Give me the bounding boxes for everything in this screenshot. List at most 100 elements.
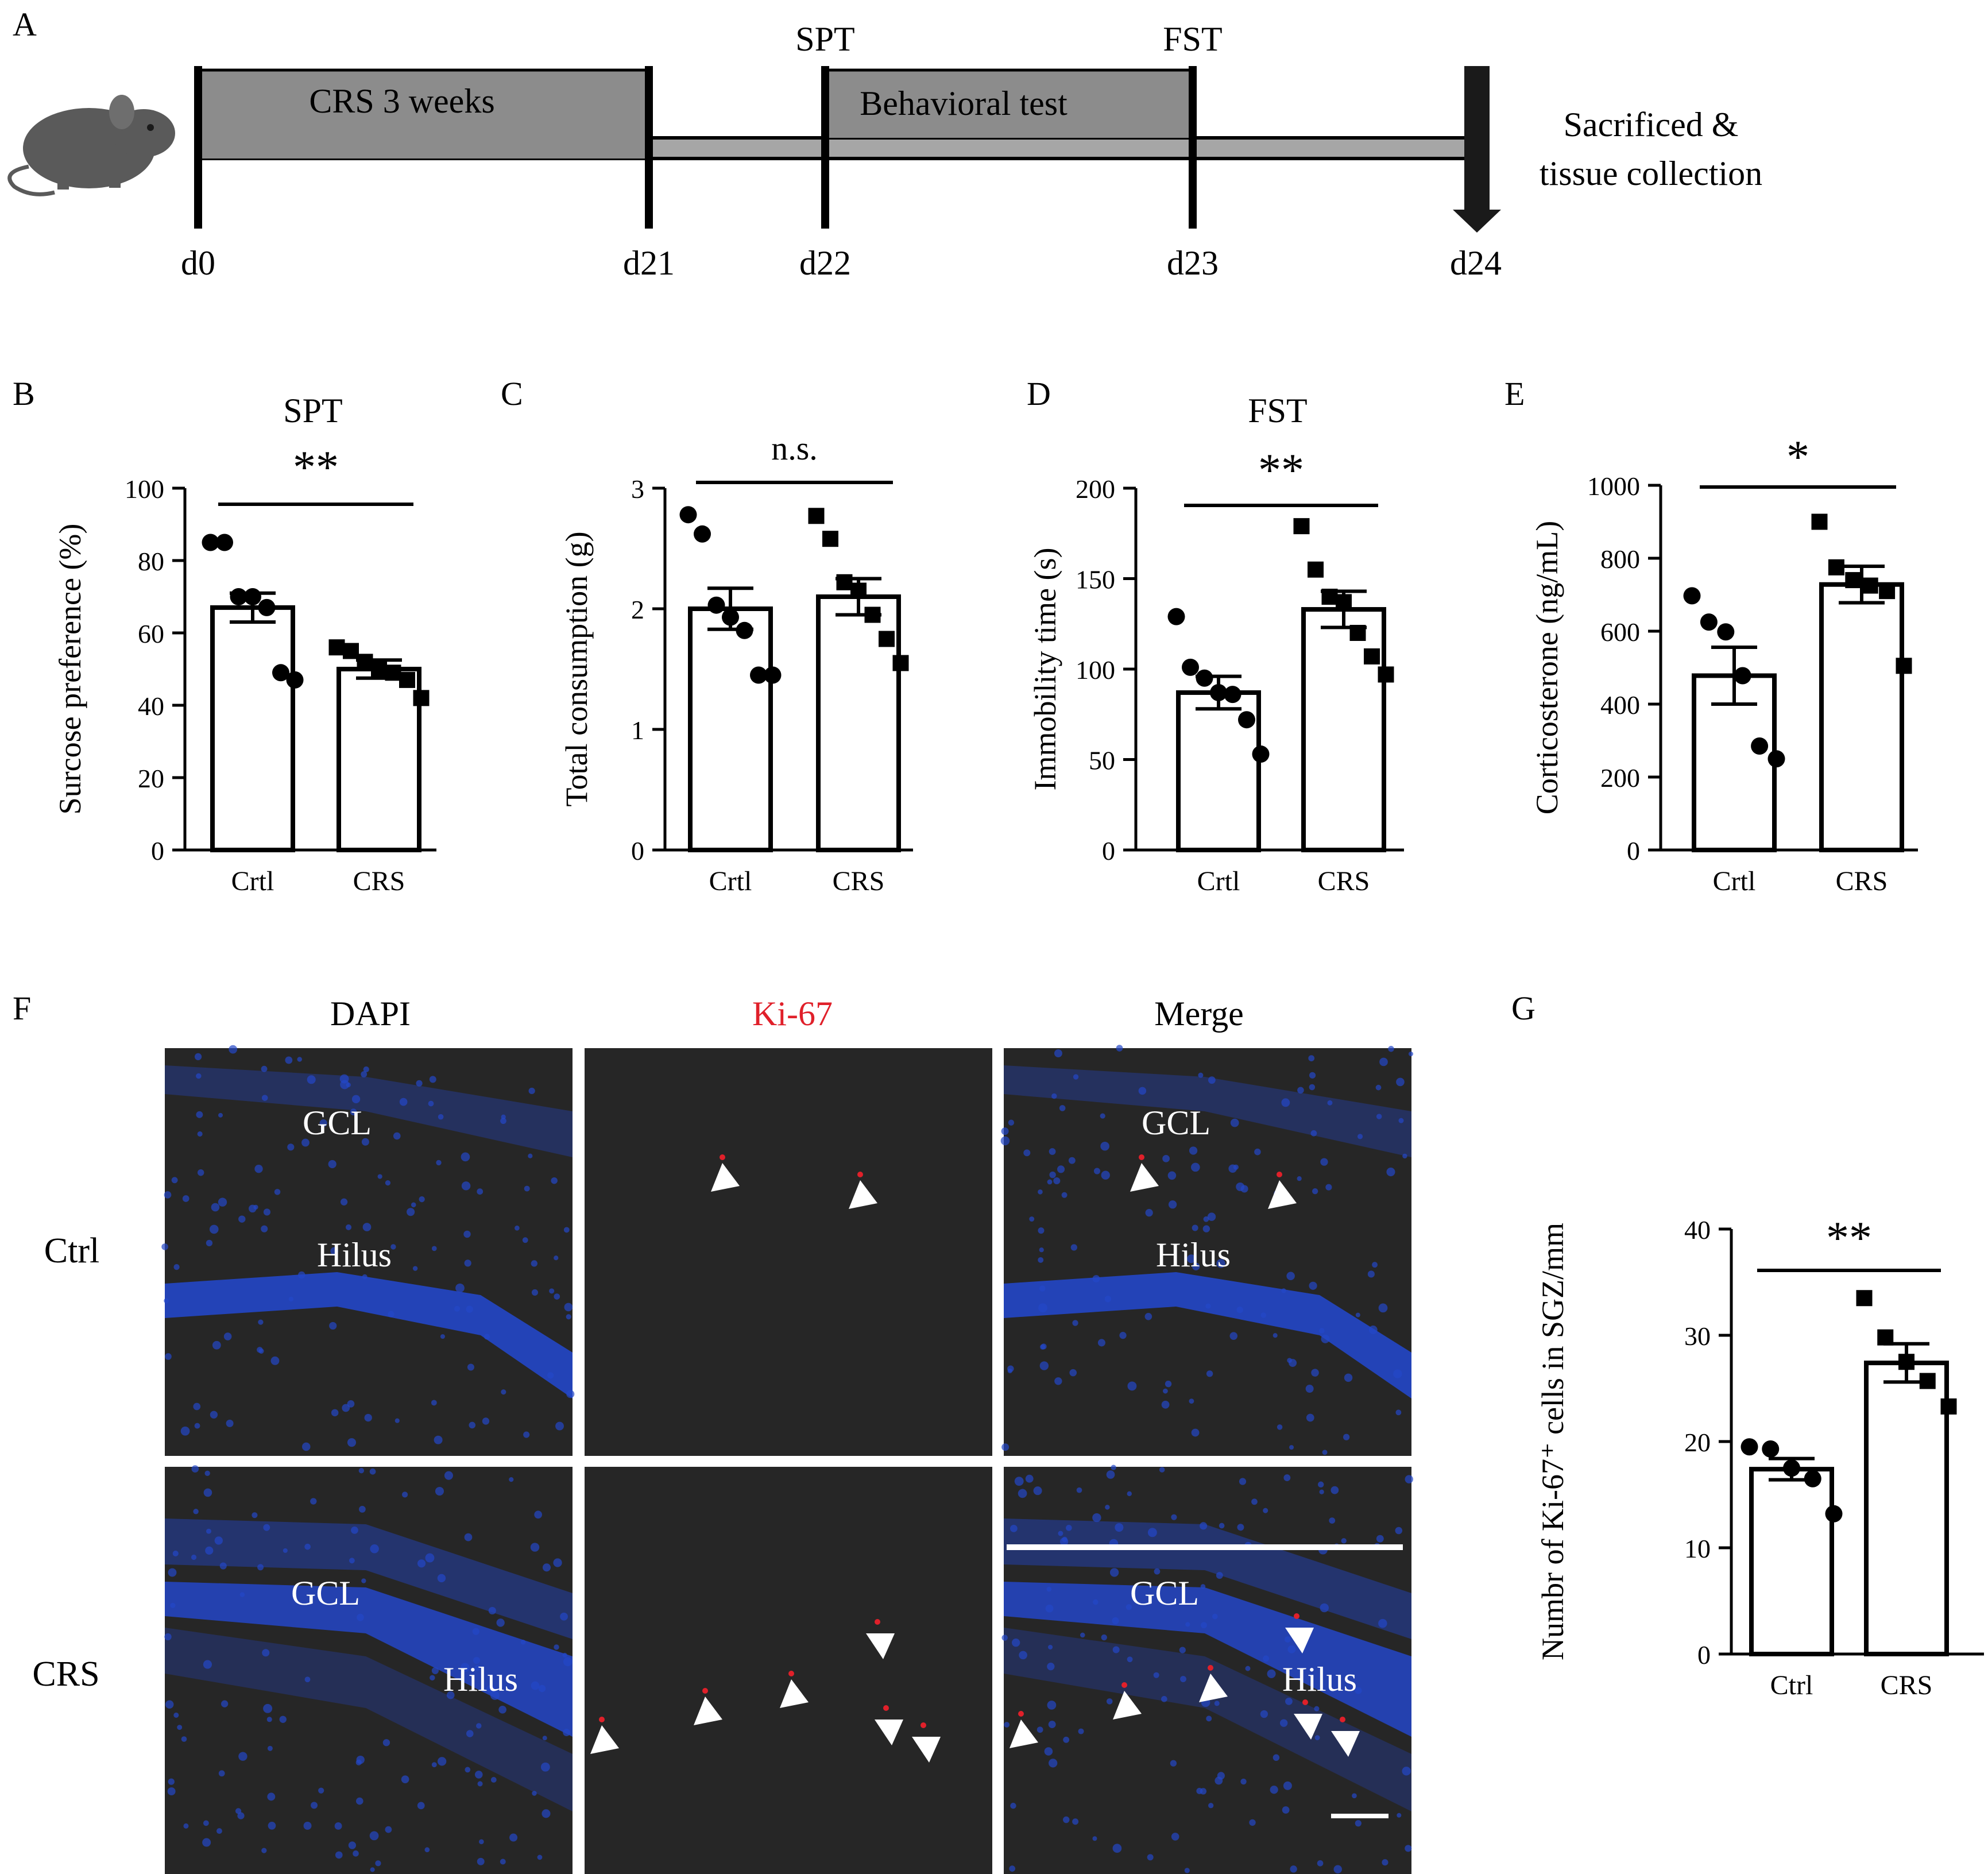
nucleus-dot bbox=[1355, 1820, 1362, 1827]
nucleus-dot bbox=[307, 1075, 316, 1084]
crs-band-label: CRS 3 weeks bbox=[309, 82, 494, 120]
nucleus-dot bbox=[1319, 1489, 1324, 1494]
nucleus-dot bbox=[461, 1181, 471, 1191]
nucleus-dot bbox=[274, 1189, 281, 1195]
nucleus-dot bbox=[1239, 1478, 1247, 1485]
nucleus-dot bbox=[361, 1138, 369, 1146]
nucleus-dot bbox=[1201, 1622, 1207, 1629]
nucleus-dot bbox=[167, 1787, 176, 1796]
nucleus-dot bbox=[310, 1498, 317, 1505]
nucleus-dot bbox=[1012, 1638, 1020, 1647]
nucleus-dot bbox=[1100, 1113, 1105, 1119]
data-point bbox=[1364, 648, 1380, 664]
y-tick-label: 60 bbox=[138, 619, 164, 648]
nucleus-dot bbox=[431, 1762, 437, 1768]
bar-ctrl bbox=[1749, 1467, 1834, 1657]
ki67-cell bbox=[720, 1154, 725, 1160]
data-point bbox=[1762, 1440, 1780, 1458]
nucleus-dot bbox=[1321, 1334, 1330, 1343]
column-label-merge: Merge bbox=[1154, 995, 1244, 1033]
nucleus-dot bbox=[1329, 1517, 1336, 1524]
category-label: CRS bbox=[1836, 866, 1888, 897]
y-tick-label: 0 bbox=[151, 836, 164, 865]
tile-background bbox=[585, 1467, 992, 1874]
data-point bbox=[1717, 623, 1735, 641]
nucleus-dot bbox=[430, 1675, 435, 1681]
ki67-cell bbox=[1340, 1717, 1345, 1722]
nucleus-dot bbox=[1219, 1523, 1225, 1529]
category-label: Crtl bbox=[709, 866, 752, 897]
data-point bbox=[1896, 658, 1912, 674]
nucleus-dot bbox=[1279, 1719, 1288, 1727]
nucleus-dot bbox=[1101, 1634, 1107, 1641]
arrowhead-icon bbox=[912, 1737, 941, 1763]
nucleus-dot bbox=[164, 1191, 172, 1199]
nucleus-dot bbox=[238, 1215, 246, 1223]
ki67-cell bbox=[702, 1688, 708, 1694]
data-point bbox=[750, 666, 767, 684]
nucleus-dot bbox=[173, 1264, 180, 1270]
nucleus-dot bbox=[329, 1322, 337, 1330]
nucleus-dot bbox=[161, 1243, 168, 1250]
nucleus-dot bbox=[1051, 1093, 1057, 1099]
nucleus-dot bbox=[431, 1667, 439, 1674]
ki67-cell bbox=[920, 1722, 926, 1728]
nucleus-dot bbox=[488, 1606, 496, 1615]
granule-cell-layer bbox=[165, 1518, 573, 1639]
nucleus-dot bbox=[444, 1471, 453, 1480]
nucleus-dot bbox=[1397, 1813, 1402, 1818]
data-point bbox=[822, 531, 838, 547]
y-tick-label: 20 bbox=[1684, 1428, 1711, 1457]
nucleus-dot bbox=[180, 1426, 190, 1436]
nucleus-dot bbox=[393, 1132, 401, 1140]
nucleus-dot bbox=[1127, 1491, 1132, 1497]
y-tick-label: 150 bbox=[1076, 565, 1115, 594]
data-point bbox=[1224, 686, 1241, 704]
nucleus-dot bbox=[1408, 1051, 1414, 1057]
nucleus-dot bbox=[1185, 1622, 1190, 1627]
nucleus-dot bbox=[340, 1198, 348, 1205]
nucleus-dot bbox=[1355, 1312, 1360, 1317]
nucleus-dot bbox=[1395, 1527, 1403, 1535]
nucleus-dot bbox=[524, 1185, 530, 1192]
nucleus-dot bbox=[1163, 1388, 1168, 1394]
nucleus-dot bbox=[522, 1237, 528, 1243]
nucleus-dot bbox=[424, 1847, 430, 1853]
scale-bar-icon bbox=[1331, 1814, 1388, 1818]
nucleus-dot bbox=[1001, 1635, 1008, 1641]
nucleus-dot bbox=[523, 1431, 530, 1438]
data-point bbox=[1238, 711, 1255, 729]
data-point bbox=[413, 690, 430, 706]
region-label-hilus: Hilus bbox=[1282, 1660, 1357, 1698]
nucleus-dot bbox=[501, 1389, 506, 1395]
nucleus-dot bbox=[429, 1076, 436, 1083]
nucleus-dot bbox=[1054, 1049, 1062, 1058]
nucleus-dot bbox=[1167, 1171, 1177, 1180]
nucleus-dot bbox=[370, 1544, 379, 1554]
nucleus-dot bbox=[1080, 1632, 1085, 1638]
arrowhead-icon bbox=[1331, 1731, 1360, 1757]
nucleus-dot bbox=[218, 1112, 223, 1118]
data-point bbox=[1856, 1290, 1873, 1307]
behavior-band bbox=[825, 70, 1193, 138]
data-point bbox=[1845, 572, 1862, 589]
marker-fst: FST bbox=[1163, 20, 1222, 58]
nucleus-dot bbox=[538, 1684, 546, 1693]
tile-background bbox=[1004, 1048, 1411, 1456]
data-point bbox=[1167, 608, 1185, 625]
data-point bbox=[722, 608, 739, 626]
nucleus-dot bbox=[223, 1332, 232, 1340]
nucleus-dot bbox=[500, 1118, 506, 1125]
nucleus-dot bbox=[331, 1409, 339, 1417]
chart-title: FST bbox=[1248, 392, 1307, 430]
nucleus-dot bbox=[1010, 1802, 1016, 1809]
y-axis-label: Numbr of Ki-67⁺ cells in SGZ/mm bbox=[1536, 1223, 1570, 1660]
arrowhead-icon bbox=[590, 1725, 619, 1754]
nucleus-dot bbox=[416, 1080, 423, 1087]
nucleus-dot bbox=[1049, 1171, 1056, 1179]
nucleus-dot bbox=[1063, 1816, 1070, 1823]
nucleus-dot bbox=[1092, 1513, 1101, 1523]
ki67-cell bbox=[857, 1172, 863, 1177]
category-label: CRS bbox=[353, 866, 405, 897]
ki67-cell bbox=[1139, 1154, 1144, 1160]
